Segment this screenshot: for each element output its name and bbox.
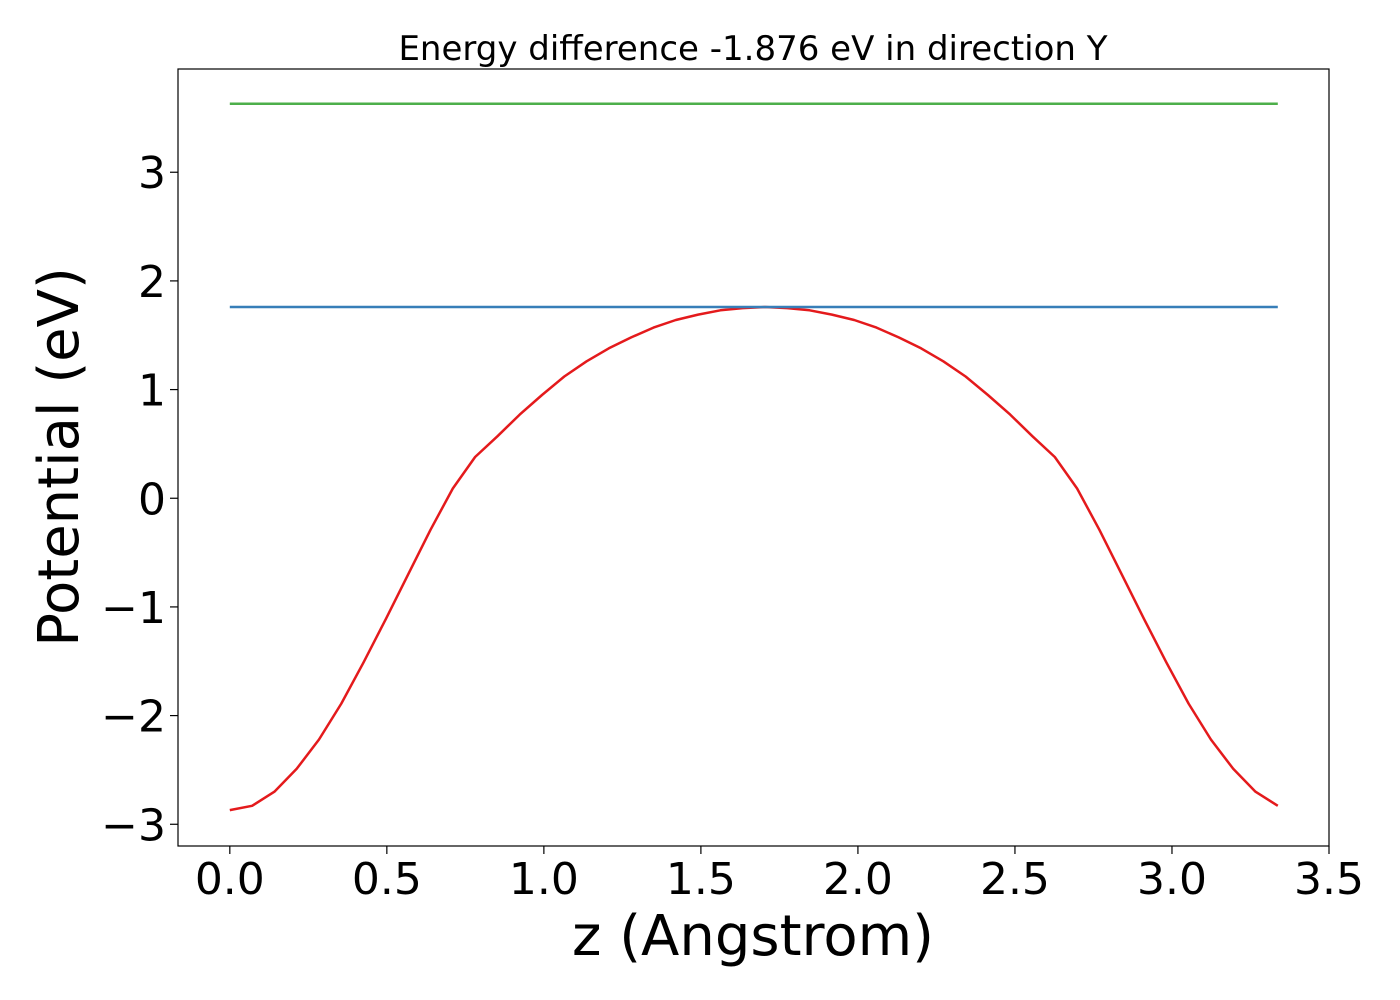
y-tick-label: 3 bbox=[138, 148, 166, 199]
series-layer bbox=[229, 102, 1279, 812]
x-tick-label: 3.5 bbox=[1294, 854, 1364, 905]
x-tick-label: 1.5 bbox=[666, 854, 736, 905]
y-axis-label: Potential (eV) bbox=[27, 267, 92, 647]
x-tick-label: 0.5 bbox=[352, 854, 422, 905]
plot-frame bbox=[177, 68, 1330, 847]
y-tick-label: −3 bbox=[101, 800, 166, 851]
x-tick-label: 2.5 bbox=[980, 854, 1050, 905]
y-tick-label: 2 bbox=[138, 257, 166, 308]
x-tick-label: 1.0 bbox=[509, 854, 579, 905]
y-tick-label: 1 bbox=[138, 366, 166, 417]
series-line-potential bbox=[229, 305, 1279, 812]
x-tick-label: 0.0 bbox=[195, 854, 265, 905]
x-tick-label: 2.0 bbox=[823, 854, 893, 905]
x-tick-label: 3.0 bbox=[1137, 854, 1207, 905]
y-axis: −3 −2 −1 0 1 2 3 bbox=[101, 148, 178, 851]
chart-title: Energy difference -1.876 eV in direction… bbox=[398, 29, 1107, 69]
x-axis-label: z (Angstrom) bbox=[572, 904, 934, 969]
y-tick-label: 0 bbox=[138, 474, 166, 525]
x-axis: 0.0 0.5 1.0 1.5 2.0 2.5 3.0 3.5 bbox=[195, 846, 1364, 905]
y-tick-label: −2 bbox=[101, 692, 166, 743]
y-tick-label: −1 bbox=[101, 583, 166, 634]
